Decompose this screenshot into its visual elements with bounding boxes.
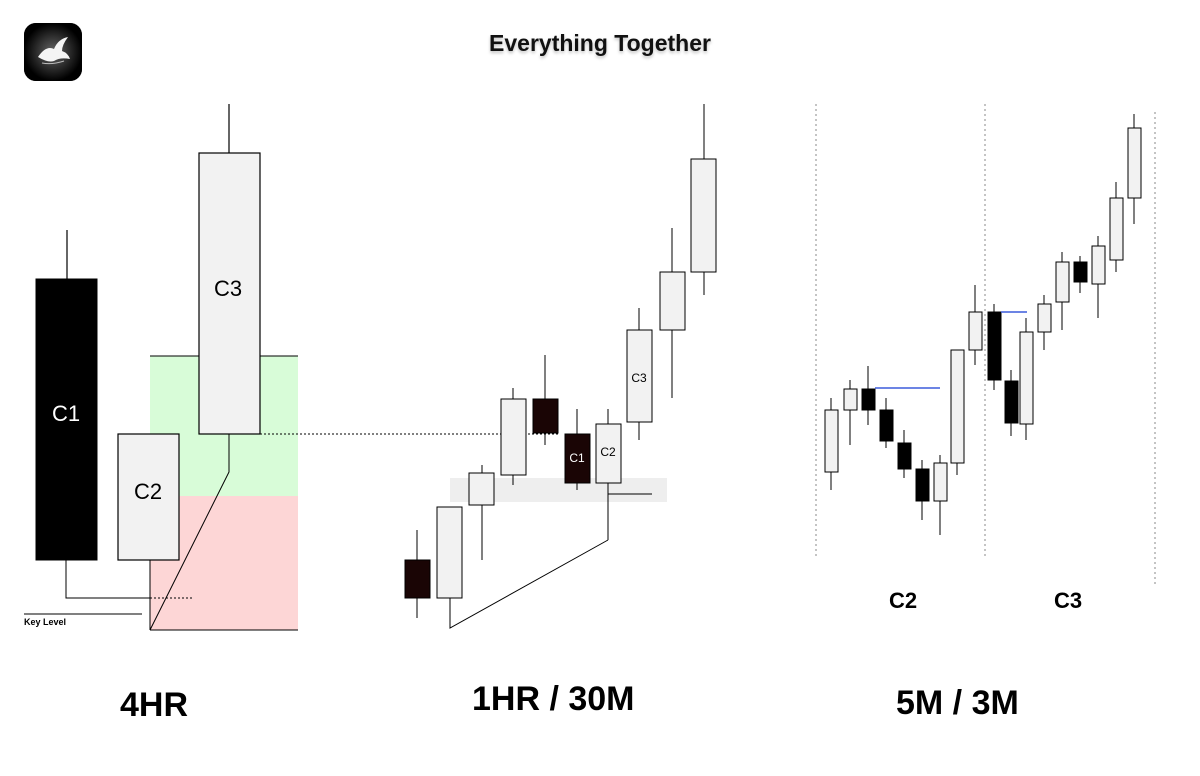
htf-panel: C1 C2 C3 [24, 104, 560, 631]
ltf-candle [824, 409, 839, 473]
key-level-label: Key Level [24, 617, 67, 627]
mtf-c2-label: C2 [600, 445, 616, 459]
ltf-candle [950, 349, 965, 464]
ltf-candle [879, 409, 894, 442]
mtf-candle [659, 271, 686, 331]
htf-c1-label: C1 [52, 401, 80, 426]
mtf-candle-c3 [626, 329, 653, 423]
mtf-candle [468, 472, 495, 506]
timeframe-1hr-30m: 1HR / 30M [472, 680, 635, 718]
htf-c3-label: C3 [214, 276, 242, 301]
page-title: Everything Together [489, 30, 711, 56]
ltf-candle [1109, 197, 1124, 261]
ltf-panel [815, 104, 1156, 584]
mtf-candle [500, 398, 527, 476]
mtf-candle [436, 506, 463, 599]
htf-candle-c2 [117, 433, 180, 561]
htf-candle-c3 [198, 152, 261, 435]
ltf-c2-section-label: C2 [889, 588, 918, 613]
mtf-candle [532, 398, 559, 434]
ltf-candle [1019, 331, 1034, 425]
timeframe-5m-3m: 5M / 3M [896, 684, 1019, 722]
timeframe-4hr: 4HR [120, 686, 189, 724]
ltf-candle [933, 462, 948, 502]
ltf-candle [1055, 261, 1070, 303]
ltf-candle [915, 468, 930, 502]
ltf-candle [861, 388, 876, 411]
mtf-panel: C1 C2 C3 [404, 104, 717, 629]
mtf-candle-c2 [595, 423, 622, 484]
ltf-candle [987, 311, 1002, 381]
mtf-candle-c1 [564, 433, 591, 484]
ltf-c3-section-label: C3 [1054, 588, 1083, 613]
logo [24, 23, 82, 81]
ltf-candle [1037, 303, 1052, 333]
ltf-candle [1091, 245, 1106, 285]
mtf-candle [690, 158, 717, 273]
mtf-c1-label: C1 [569, 451, 585, 465]
ltf-candle [843, 388, 858, 411]
mtf-c3-label: C3 [631, 371, 647, 385]
ltf-candle [897, 442, 912, 470]
ltf-candle [1004, 380, 1019, 424]
mtf-candle [404, 559, 431, 599]
ltf-candle [1127, 127, 1142, 199]
bird-icon [24, 23, 82, 81]
ltf-candle [968, 311, 983, 351]
htf-c2-label: C2 [134, 479, 162, 504]
ltf-candle [1073, 261, 1088, 283]
